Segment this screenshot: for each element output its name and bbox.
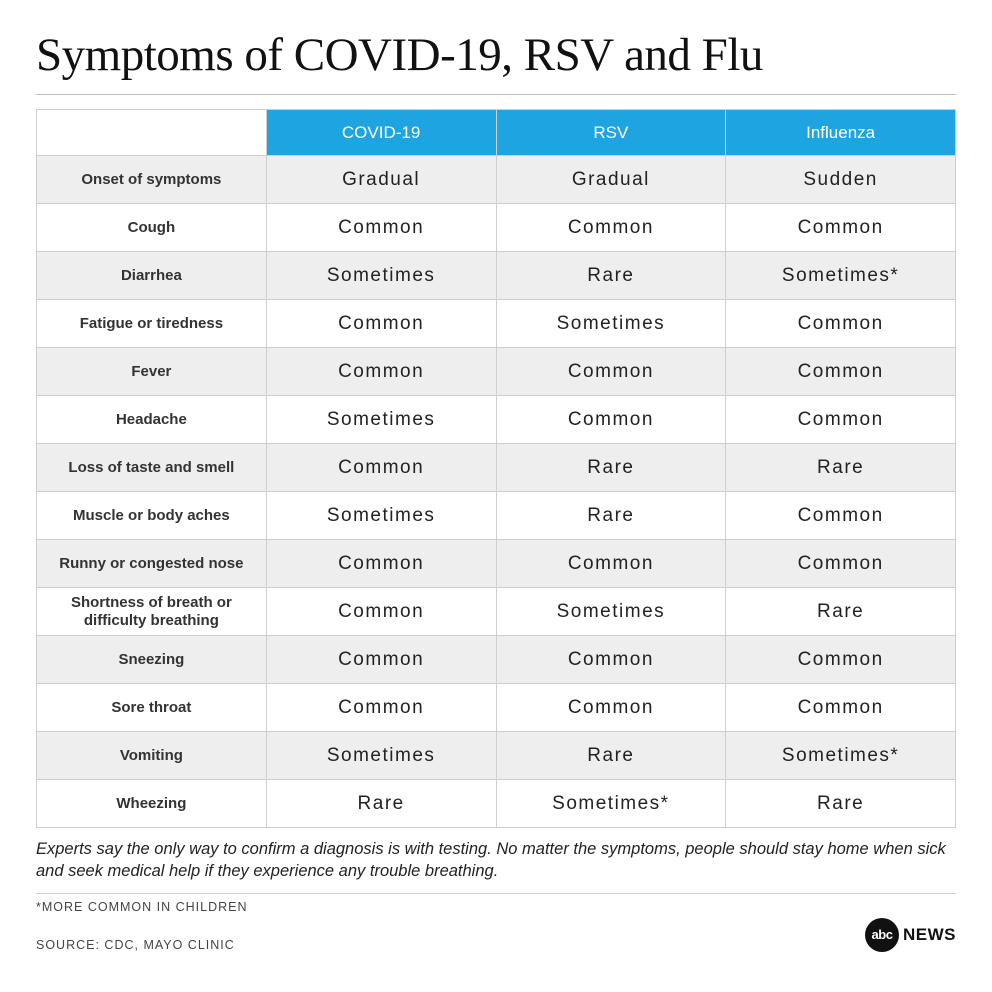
cell-value: Common — [266, 684, 496, 732]
abc-logo-icon: abc — [865, 918, 899, 952]
title-rule — [36, 94, 956, 95]
row-label: Sneezing — [37, 636, 267, 684]
cell-value: Common — [496, 540, 726, 588]
asterisk-note: *MORE COMMON IN CHILDREN — [36, 900, 956, 914]
cell-value: Common — [266, 204, 496, 252]
header-corner — [37, 110, 267, 156]
source-line: SOURCE: CDC, MAYO CLINIC — [36, 938, 235, 952]
cell-value: Common — [726, 348, 956, 396]
cell-value: Rare — [496, 252, 726, 300]
cell-value: Sometimes — [266, 732, 496, 780]
row-label: Cough — [37, 204, 267, 252]
row-label: Loss of taste and smell — [37, 444, 267, 492]
cell-value: Common — [496, 348, 726, 396]
cell-value: Common — [726, 684, 956, 732]
cell-value: Rare — [726, 588, 956, 636]
row-label: Muscle or body aches — [37, 492, 267, 540]
table-row: WheezingRareSometimes*Rare — [37, 780, 956, 828]
cell-value: Sometimes — [496, 300, 726, 348]
cell-value: Common — [266, 588, 496, 636]
cell-value: Common — [496, 684, 726, 732]
symptoms-table: COVID-19 RSV Influenza Onset of symptoms… — [36, 109, 956, 828]
col-header: RSV — [496, 110, 726, 156]
row-label: Onset of symptoms — [37, 156, 267, 204]
cell-value: Common — [266, 300, 496, 348]
table-row: Runny or congested noseCommonCommonCommo… — [37, 540, 956, 588]
table-row: Shortness of breath or difficulty breath… — [37, 588, 956, 636]
table-row: FeverCommonCommonCommon — [37, 348, 956, 396]
cell-value: Rare — [496, 732, 726, 780]
table-row: Muscle or body achesSometimesRareCommon — [37, 492, 956, 540]
cell-value: Sometimes* — [496, 780, 726, 828]
cell-value: Rare — [726, 780, 956, 828]
table-row: Fatigue or tirednessCommonSometimesCommo… — [37, 300, 956, 348]
cell-value: Sometimes* — [726, 252, 956, 300]
cell-value: Common — [266, 636, 496, 684]
cell-value: Common — [496, 396, 726, 444]
news-wordmark: NEWS — [903, 925, 956, 945]
footer: SOURCE: CDC, MAYO CLINIC abc NEWS — [36, 918, 956, 952]
cell-value: Rare — [726, 444, 956, 492]
cell-value: Common — [496, 204, 726, 252]
col-header: COVID-19 — [266, 110, 496, 156]
table-row: CoughCommonCommonCommon — [37, 204, 956, 252]
row-label: Fatigue or tiredness — [37, 300, 267, 348]
table-row: Sore throatCommonCommonCommon — [37, 684, 956, 732]
row-label: Fever — [37, 348, 267, 396]
table-row: VomitingSometimesRareSometimes* — [37, 732, 956, 780]
footnote-rule — [36, 893, 956, 894]
cell-value: Rare — [266, 780, 496, 828]
row-label: Headache — [37, 396, 267, 444]
row-label: Diarrhea — [37, 252, 267, 300]
row-label: Wheezing — [37, 780, 267, 828]
table-row: SneezingCommonCommonCommon — [37, 636, 956, 684]
cell-value: Sometimes — [266, 396, 496, 444]
cell-value: Common — [726, 300, 956, 348]
cell-value: Sometimes* — [726, 732, 956, 780]
cell-value: Common — [726, 204, 956, 252]
table-row: Loss of taste and smellCommonRareRare — [37, 444, 956, 492]
cell-value: Common — [496, 636, 726, 684]
cell-value: Sudden — [726, 156, 956, 204]
cell-value: Common — [266, 444, 496, 492]
cell-value: Sometimes — [266, 492, 496, 540]
row-label: Sore throat — [37, 684, 267, 732]
cell-value: Common — [726, 540, 956, 588]
table-header-row: COVID-19 RSV Influenza — [37, 110, 956, 156]
page-title: Symptoms of COVID-19, RSV and Flu — [36, 28, 956, 94]
row-label: Shortness of breath or difficulty breath… — [37, 588, 267, 636]
row-label: Runny or congested nose — [37, 540, 267, 588]
cell-value: Sometimes — [496, 588, 726, 636]
cell-value: Gradual — [266, 156, 496, 204]
abc-news-logo: abc NEWS — [865, 918, 956, 952]
row-label: Vomiting — [37, 732, 267, 780]
table-row: Onset of symptomsGradualGradualSudden — [37, 156, 956, 204]
footnote: Experts say the only way to confirm a di… — [36, 838, 956, 883]
cell-value: Common — [266, 348, 496, 396]
cell-value: Rare — [496, 444, 726, 492]
cell-value: Common — [726, 636, 956, 684]
cell-value: Common — [726, 492, 956, 540]
cell-value: Gradual — [496, 156, 726, 204]
table-row: HeadacheSometimesCommonCommon — [37, 396, 956, 444]
cell-value: Common — [726, 396, 956, 444]
table-row: DiarrheaSometimesRareSometimes* — [37, 252, 956, 300]
cell-value: Common — [266, 540, 496, 588]
col-header: Influenza — [726, 110, 956, 156]
cell-value: Sometimes — [266, 252, 496, 300]
cell-value: Rare — [496, 492, 726, 540]
